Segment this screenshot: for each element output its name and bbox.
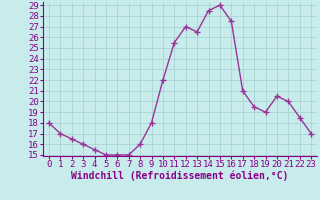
X-axis label: Windchill (Refroidissement éolien,°C): Windchill (Refroidissement éolien,°C) — [71, 171, 289, 181]
